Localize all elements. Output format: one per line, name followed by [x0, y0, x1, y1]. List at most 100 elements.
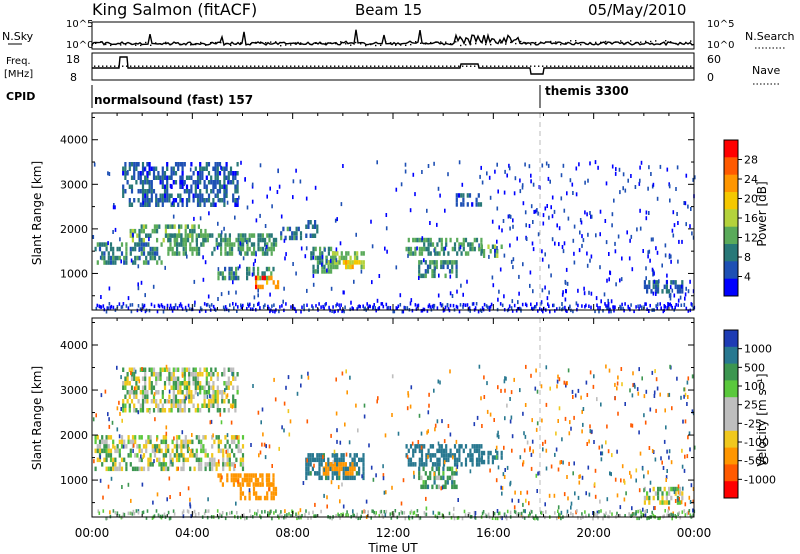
- velocity-cell: [178, 457, 181, 463]
- power-cell: [216, 189, 219, 194]
- velocity-cell: [195, 453, 198, 458]
- velocity-cell: [145, 448, 148, 454]
- nsearch-point: [645, 40, 647, 43]
- velocity-cell: [501, 516, 503, 521]
- velocity-cell: [503, 379, 506, 384]
- power-cell: [530, 173, 532, 178]
- velocity-cell: [109, 453, 113, 458]
- velocity-cell: [103, 444, 106, 449]
- velocity-cell: [177, 408, 180, 413]
- nsearch-point: [565, 42, 567, 44]
- velocity-cell: [530, 373, 532, 378]
- velocity-cell: [677, 490, 680, 495]
- velocity-cell: [643, 394, 646, 399]
- x-tick-label: 16:00: [476, 526, 511, 540]
- velocity-cell: [453, 457, 457, 463]
- velocity-cell: [611, 512, 613, 516]
- velocity-cell: [431, 462, 435, 467]
- power-cell: [128, 166, 131, 171]
- velocity-cell: [103, 439, 106, 445]
- power-cell: [105, 260, 108, 265]
- velocity-cell: [341, 482, 343, 487]
- power-cell: [240, 160, 242, 165]
- velocity-cell: [614, 396, 616, 401]
- velocity-cell: [453, 516, 456, 521]
- power-cell: [107, 260, 110, 265]
- power-cell: [635, 305, 637, 309]
- velocity-cell: [114, 462, 117, 467]
- velocity-cell: [335, 514, 337, 518]
- nsearch-point: [215, 41, 217, 44]
- nsearch-point: [470, 43, 472, 45]
- nsearch-point: [205, 44, 207, 46]
- velocity-cell: [98, 444, 102, 449]
- velocity-cell: [569, 420, 571, 425]
- velocity-cell: [233, 435, 236, 440]
- power-cell: [140, 224, 143, 229]
- velocity-cell: [241, 453, 245, 458]
- power-cell: [522, 201, 525, 206]
- power-cell: [550, 205, 552, 210]
- power-cell: [255, 218, 258, 223]
- power-cell: [360, 251, 363, 256]
- power-cell: [264, 251, 267, 256]
- velocity-cell: [161, 403, 164, 408]
- velocity-cell: [305, 509, 307, 513]
- power-cell: [669, 296, 672, 301]
- velocity-cell: [127, 453, 130, 458]
- power-cell: [389, 306, 392, 310]
- power-cell: [230, 271, 233, 276]
- power-cell: [429, 237, 432, 243]
- velocity-cell: [661, 500, 664, 505]
- velocity-cell: [264, 455, 267, 460]
- power-cell: [284, 235, 287, 241]
- power-cell: [579, 218, 582, 222]
- power-cell: [551, 195, 554, 200]
- velocity-cell: [331, 466, 334, 472]
- velocity-cell: [665, 475, 668, 480]
- power-cell: [151, 255, 154, 261]
- power-cell: [411, 308, 414, 313]
- velocity-cell: [358, 457, 361, 463]
- velocity-cell: [179, 399, 182, 404]
- velocity-cell: [504, 376, 506, 381]
- velocity-cell: [208, 457, 212, 463]
- velocity-cell: [686, 380, 689, 385]
- power-cell: [130, 202, 134, 207]
- power-cell: [483, 253, 486, 258]
- power-cell: [228, 271, 231, 276]
- velocity-cell: [318, 466, 321, 472]
- power-cell: [330, 255, 333, 261]
- power-cell: [106, 306, 109, 310]
- velocity-cell: [559, 460, 561, 465]
- velocity-cell: [340, 466, 343, 472]
- velocity-cell: [215, 466, 218, 472]
- power-cell: [460, 193, 463, 198]
- power-cell: [517, 300, 519, 305]
- power-cell: [663, 284, 666, 290]
- velocity-cell: [500, 388, 502, 393]
- velocity-cell: [637, 509, 639, 514]
- freq-label-line1: Freq.: [6, 56, 31, 67]
- power-cell: [563, 208, 566, 213]
- velocity-cell: [475, 444, 479, 449]
- velocity-cell: [476, 415, 479, 420]
- y-tick-label: 3000: [60, 384, 88, 397]
- power-cell: [193, 279, 196, 284]
- power-cell: [371, 280, 373, 285]
- power-cell: [179, 302, 182, 306]
- velocity-cell: [170, 385, 173, 390]
- freq-tick-8: 8: [70, 71, 77, 84]
- velocity-cell: [491, 516, 494, 520]
- velocity-cell: [420, 475, 423, 481]
- power-cell: [229, 180, 233, 185]
- power-cell: [217, 242, 220, 247]
- velocity-cell: [145, 444, 148, 449]
- velocity-cell: [517, 512, 520, 516]
- power-cell: [252, 266, 255, 272]
- velocity-cell: [425, 496, 427, 501]
- power-cell: [113, 203, 115, 207]
- power-cell: [633, 309, 635, 314]
- power-cell: [195, 251, 198, 256]
- velocity-cell: [259, 514, 261, 518]
